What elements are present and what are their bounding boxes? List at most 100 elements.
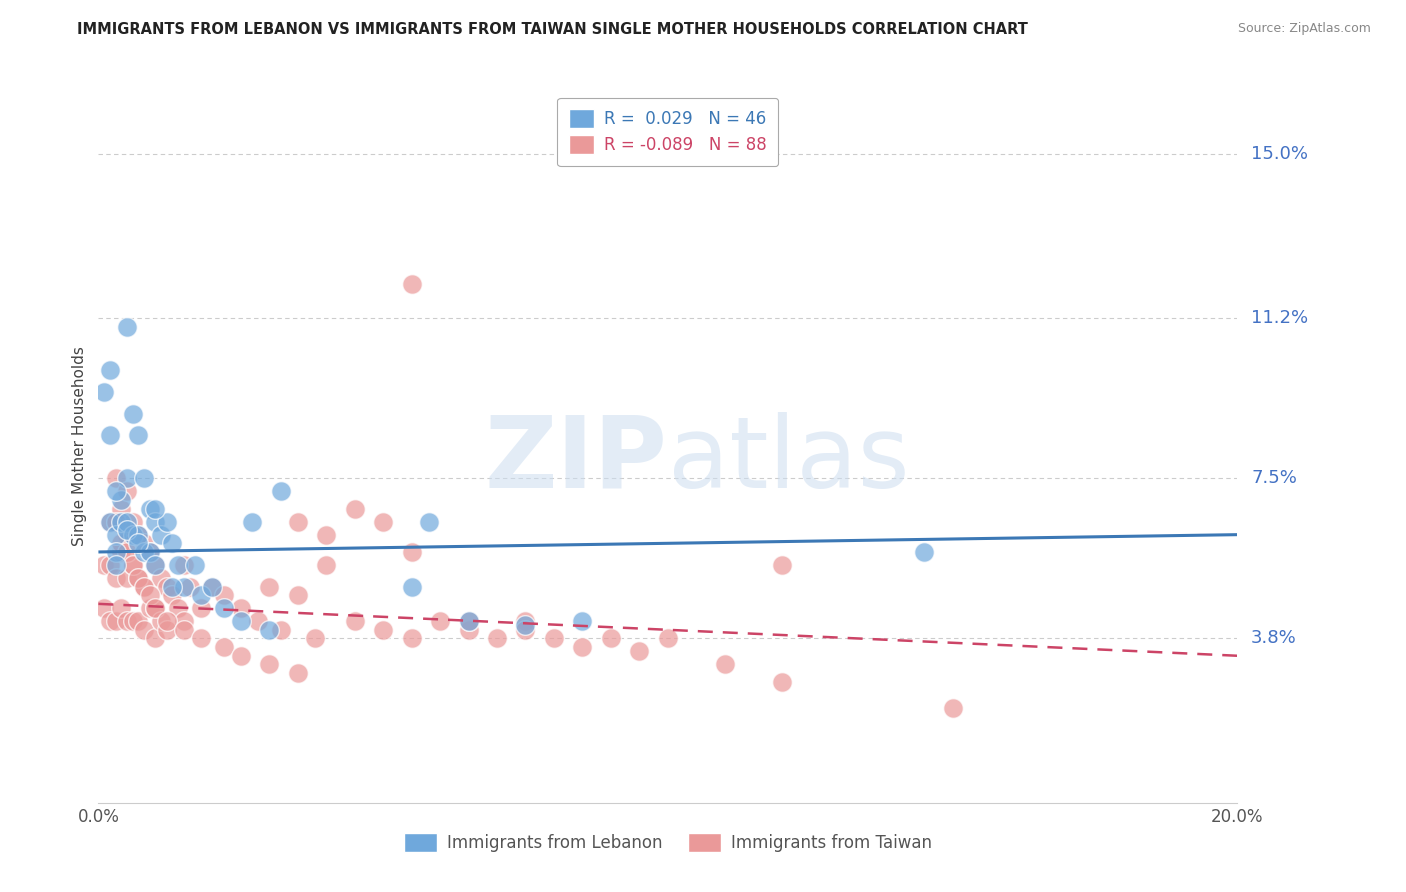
- Point: [343, 614, 366, 628]
- Point: [127, 428, 149, 442]
- Point: [115, 471, 138, 485]
- Point: [373, 515, 395, 529]
- Point: [127, 527, 149, 541]
- Point: [98, 515, 121, 529]
- Point: [150, 527, 173, 541]
- Point: [212, 640, 235, 654]
- Point: [132, 471, 155, 485]
- Point: [600, 632, 623, 646]
- Point: [145, 632, 167, 646]
- Point: [942, 700, 965, 714]
- Point: [657, 632, 679, 646]
- Point: [127, 614, 149, 628]
- Point: [401, 580, 423, 594]
- Text: ZIP: ZIP: [485, 412, 668, 508]
- Point: [571, 640, 593, 654]
- Point: [145, 515, 167, 529]
- Point: [104, 545, 127, 559]
- Point: [287, 588, 309, 602]
- Point: [515, 623, 537, 637]
- Point: [770, 674, 793, 689]
- Point: [121, 515, 143, 529]
- Point: [173, 558, 195, 572]
- Point: [121, 558, 143, 572]
- Point: [429, 614, 451, 628]
- Point: [150, 571, 173, 585]
- Point: [115, 484, 138, 499]
- Point: [138, 545, 160, 559]
- Point: [184, 558, 207, 572]
- Point: [104, 471, 127, 485]
- Point: [628, 644, 651, 658]
- Point: [229, 601, 252, 615]
- Point: [104, 484, 127, 499]
- Point: [110, 601, 132, 615]
- Point: [115, 545, 138, 559]
- Point: [138, 588, 160, 602]
- Point: [93, 601, 115, 615]
- Point: [110, 545, 132, 559]
- Point: [486, 632, 509, 646]
- Point: [287, 515, 309, 529]
- Point: [418, 515, 440, 529]
- Point: [115, 320, 138, 334]
- Point: [912, 545, 935, 559]
- Point: [457, 614, 479, 628]
- Point: [98, 558, 121, 572]
- Point: [115, 527, 138, 541]
- Point: [304, 632, 326, 646]
- Point: [515, 614, 537, 628]
- Point: [150, 614, 173, 628]
- Point: [98, 614, 121, 628]
- Point: [127, 571, 149, 585]
- Point: [156, 580, 179, 594]
- Point: [240, 515, 263, 529]
- Point: [287, 666, 309, 681]
- Point: [145, 601, 167, 615]
- Point: [115, 524, 138, 538]
- Point: [343, 501, 366, 516]
- Point: [401, 277, 423, 291]
- Point: [156, 614, 179, 628]
- Point: [190, 632, 212, 646]
- Point: [110, 536, 132, 550]
- Point: [167, 601, 190, 615]
- Point: [156, 623, 179, 637]
- Point: [162, 536, 184, 550]
- Point: [98, 363, 121, 377]
- Point: [110, 515, 132, 529]
- Point: [145, 558, 167, 572]
- Text: IMMIGRANTS FROM LEBANON VS IMMIGRANTS FROM TAIWAN SINGLE MOTHER HOUSEHOLDS CORRE: IMMIGRANTS FROM LEBANON VS IMMIGRANTS FR…: [77, 22, 1028, 37]
- Point: [515, 618, 537, 632]
- Text: 15.0%: 15.0%: [1251, 145, 1308, 163]
- Point: [259, 657, 281, 672]
- Point: [543, 632, 565, 646]
- Point: [127, 571, 149, 585]
- Point: [315, 527, 337, 541]
- Point: [138, 501, 160, 516]
- Point: [714, 657, 737, 672]
- Point: [138, 601, 160, 615]
- Point: [373, 623, 395, 637]
- Point: [104, 614, 127, 628]
- Point: [259, 580, 281, 594]
- Point: [201, 580, 224, 594]
- Point: [270, 484, 292, 499]
- Point: [138, 545, 160, 559]
- Point: [104, 515, 127, 529]
- Point: [132, 536, 155, 550]
- Point: [104, 558, 127, 572]
- Text: Source: ZipAtlas.com: Source: ZipAtlas.com: [1237, 22, 1371, 36]
- Point: [121, 407, 143, 421]
- Point: [121, 527, 143, 541]
- Point: [770, 558, 793, 572]
- Point: [167, 558, 190, 572]
- Point: [173, 623, 195, 637]
- Point: [145, 501, 167, 516]
- Point: [104, 527, 127, 541]
- Text: 7.5%: 7.5%: [1251, 469, 1298, 487]
- Point: [457, 614, 479, 628]
- Text: atlas: atlas: [668, 412, 910, 508]
- Text: 11.2%: 11.2%: [1251, 310, 1309, 327]
- Point: [93, 558, 115, 572]
